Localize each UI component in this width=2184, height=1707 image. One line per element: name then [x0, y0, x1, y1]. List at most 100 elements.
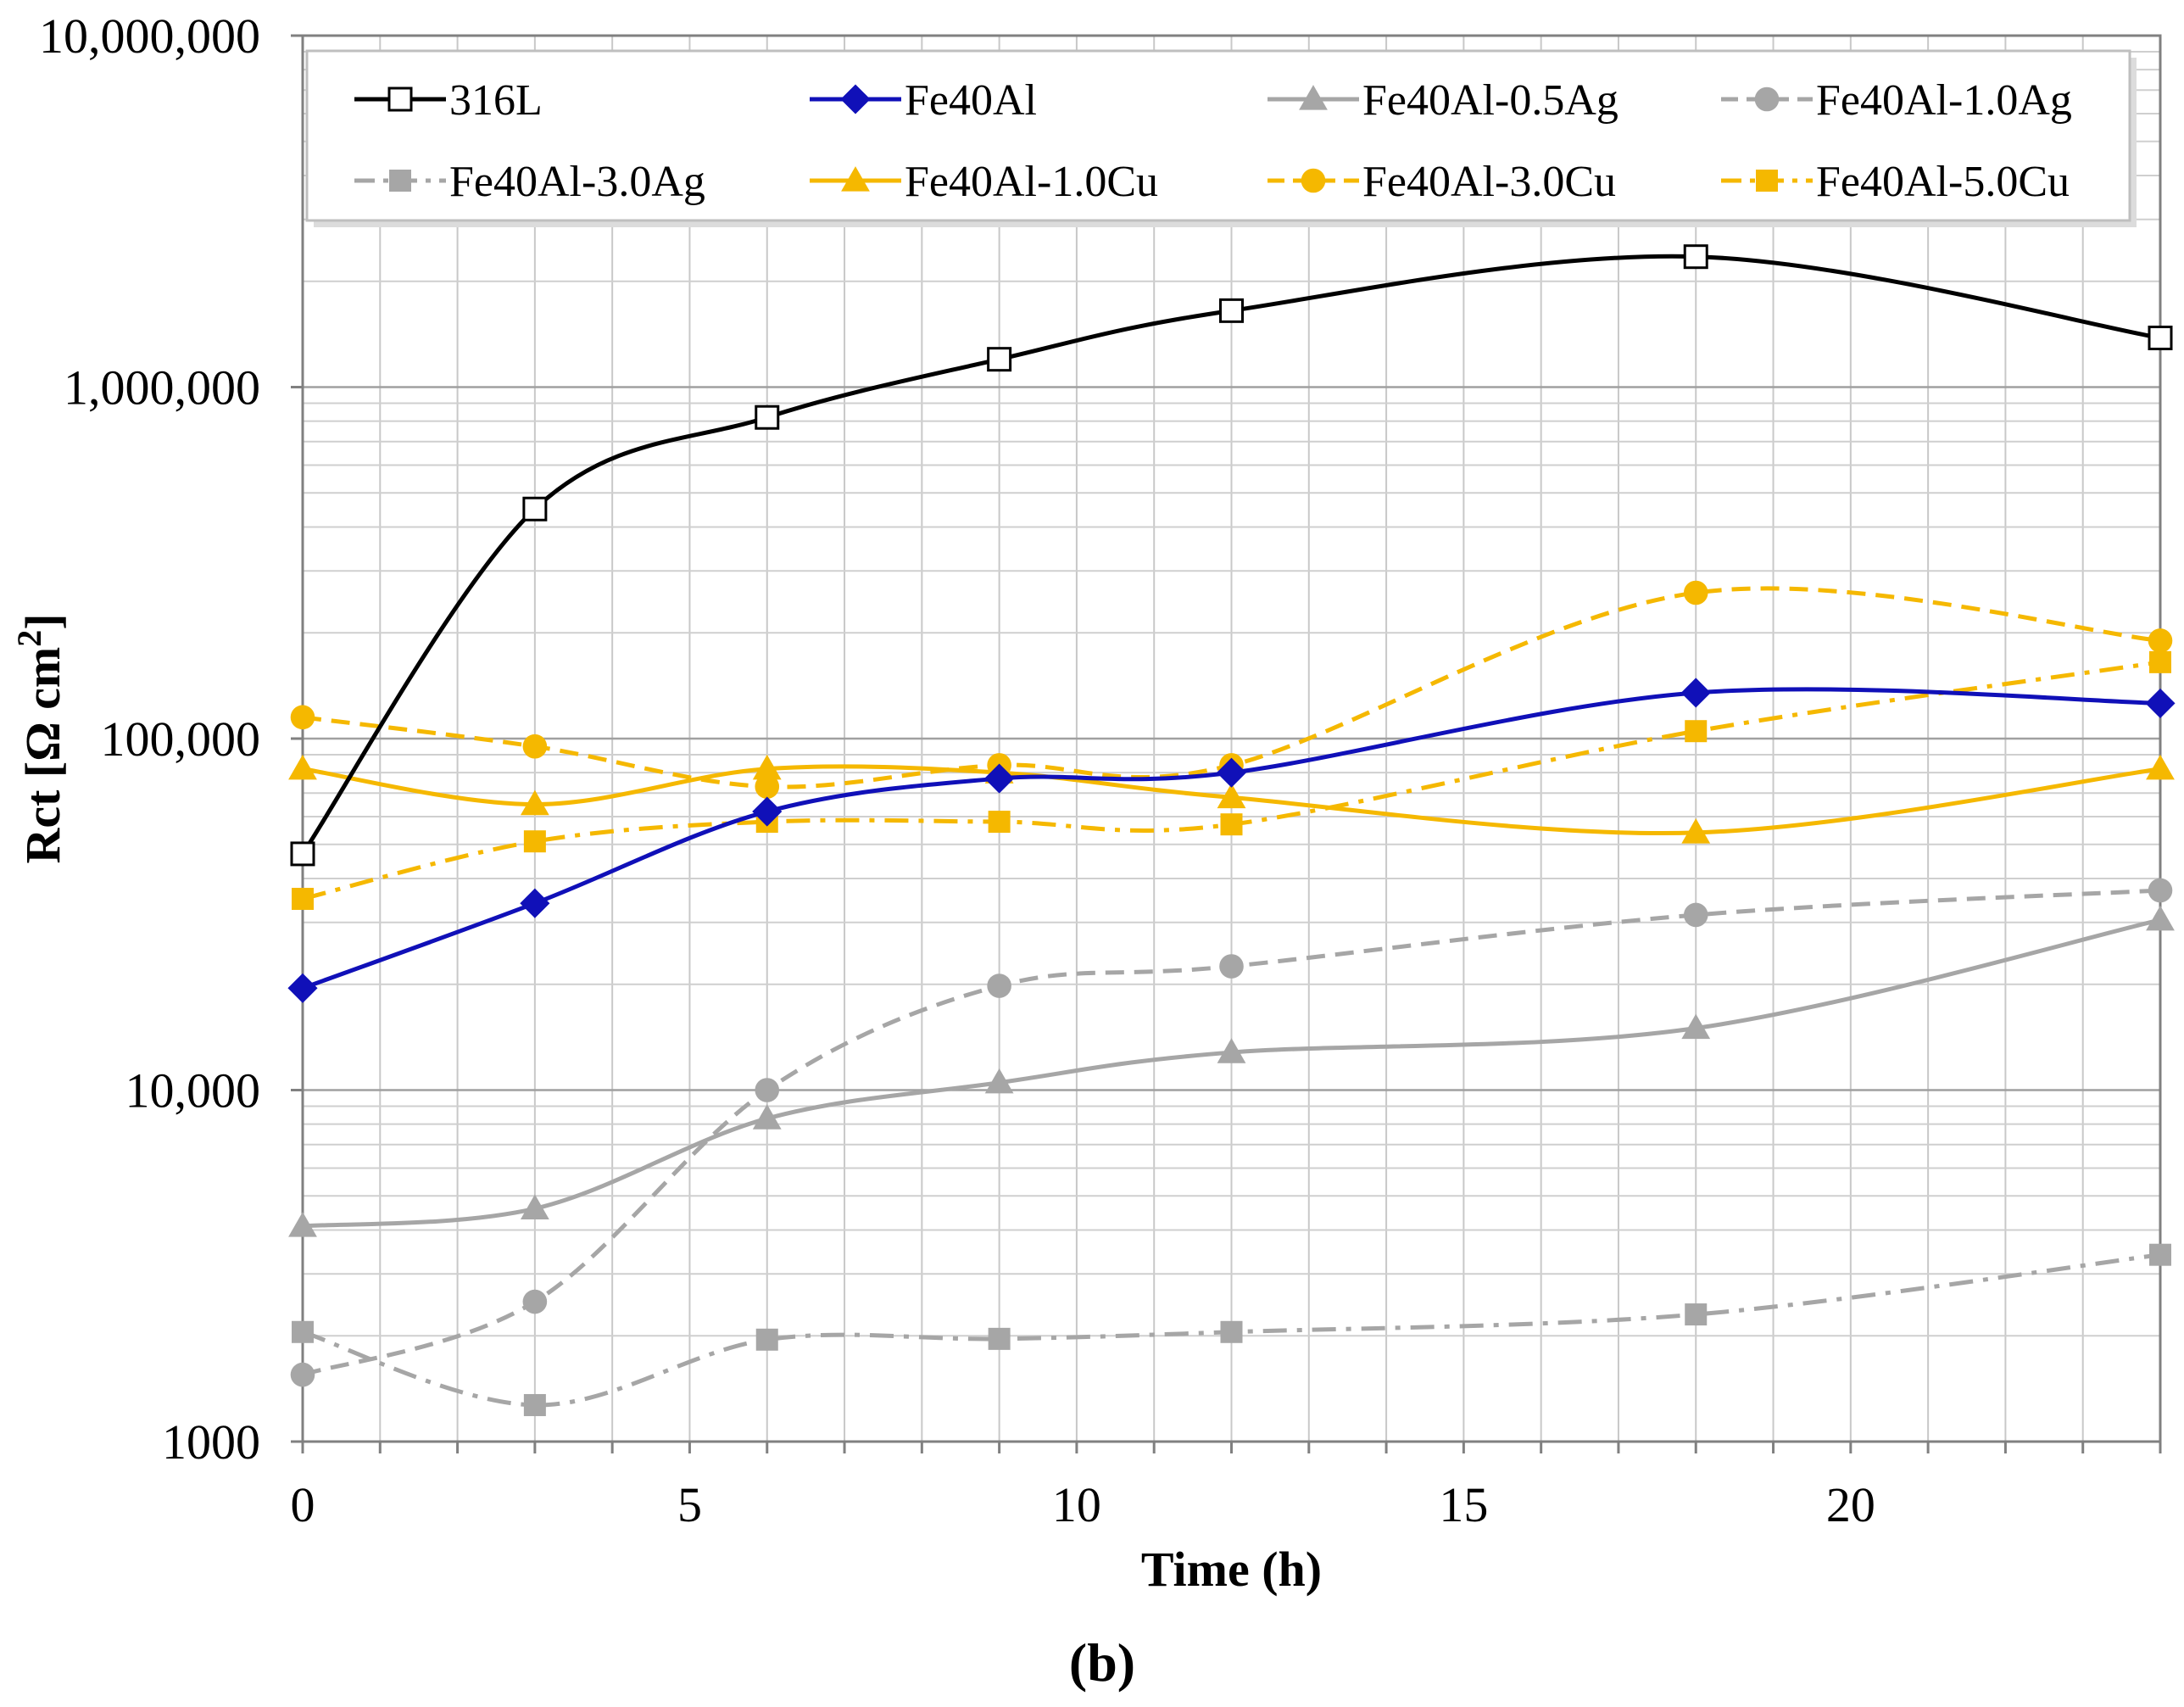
x-tick-label: 0: [291, 1477, 315, 1532]
data-point: [2149, 650, 2171, 673]
data-point: [755, 1078, 780, 1102]
data-point: [1681, 818, 1711, 844]
series-line: [302, 586, 2161, 789]
data-point: [520, 1194, 549, 1219]
data-point: [288, 1212, 317, 1237]
data-point: [755, 1328, 778, 1351]
legend-label: Fe40Al-0.5Ag: [1362, 76, 1618, 125]
legend-item: Fe40Al-1.0Ag: [1721, 76, 2072, 125]
series-line: [302, 660, 2161, 901]
data-point: [1299, 85, 1328, 110]
data-point: [2148, 878, 2173, 903]
data-point: [522, 1289, 548, 1314]
data-point: [987, 973, 1011, 998]
legend-item: Fe40Al-0.5Ag: [1268, 76, 1618, 125]
data-point: [1756, 170, 1778, 192]
figure-caption: (b): [1069, 1632, 1135, 1693]
x-axis-title: Time (h): [1141, 1542, 1322, 1597]
data-point: [2146, 754, 2175, 780]
data-point: [389, 170, 411, 192]
y-tick-label: 10,000,000: [39, 8, 260, 64]
data-point: [752, 1104, 782, 1130]
data-point: [988, 1327, 1011, 1350]
data-point: [1220, 813, 1243, 836]
data-point: [522, 496, 548, 522]
y-tick-label: 1,000,000: [64, 360, 260, 416]
data-point: [1219, 954, 1244, 979]
data-point: [520, 888, 550, 918]
series-line: [302, 888, 2161, 1377]
data-point: [2145, 688, 2176, 718]
data-point: [1301, 168, 1326, 193]
y-tick-label: 10,000: [125, 1063, 261, 1118]
data-point: [1683, 244, 1708, 270]
data-point: [987, 347, 1012, 372]
data-point: [387, 86, 413, 112]
data-point: [752, 754, 782, 780]
legend-label: Fe40Al-1.0Ag: [1816, 76, 2072, 125]
series-fe40al: [287, 678, 2176, 1003]
data-point: [755, 404, 780, 430]
data-point: [523, 1393, 546, 1416]
data-point: [755, 774, 780, 799]
data-point: [1754, 86, 1780, 112]
data-point: [292, 887, 314, 910]
legend-item: Fe40Al-3.0Ag: [354, 158, 705, 206]
data-point: [1220, 1320, 1243, 1343]
data-point: [523, 830, 546, 853]
data-point: [520, 789, 549, 816]
data-point: [1685, 720, 1708, 743]
data-point: [841, 166, 870, 192]
series-fe40al-1-0ag: [290, 878, 2173, 1387]
legend-label: Fe40Al-1.0Cu: [905, 158, 1158, 206]
legend-item: Fe40Al-1.0Cu: [810, 158, 1158, 206]
legend-box: [305, 49, 2131, 222]
data-point: [984, 1068, 1014, 1094]
legend-label: Fe40Al: [905, 76, 1037, 125]
data-point: [984, 763, 1015, 794]
x-tick-label: 5: [677, 1477, 702, 1532]
data-point: [287, 973, 318, 1003]
data-point: [1683, 580, 1708, 605]
data-point: [2148, 628, 2173, 653]
legend-item: Fe40Al: [810, 76, 1037, 125]
series-fe40al-3-0ag: [292, 1243, 2171, 1416]
data-point: [1685, 1303, 1708, 1326]
data-point: [290, 841, 315, 867]
legend-label: Fe40Al-3.0Cu: [1362, 158, 1616, 206]
data-point: [290, 1362, 315, 1387]
series-layer: [287, 244, 2176, 1416]
data-point: [522, 734, 548, 759]
data-point: [2149, 1243, 2171, 1266]
data-point: [988, 811, 1011, 834]
legend-item: 316L: [354, 76, 543, 125]
legend-item: Fe40Al-3.0Cu: [1268, 158, 1616, 206]
legend-label: 316L: [449, 76, 543, 125]
legend-label: Fe40Al-5.0Cu: [1816, 158, 2070, 206]
data-point: [1219, 298, 1244, 323]
y-tick-label: 1000: [162, 1414, 260, 1470]
x-tick-label: 15: [1439, 1477, 1488, 1532]
data-point: [1680, 678, 1711, 708]
data-point: [840, 84, 871, 114]
data-point: [292, 1320, 314, 1343]
data-point: [2146, 905, 2175, 931]
x-tick-label: 10: [1052, 1477, 1101, 1532]
legend: 316L Fe40Al Fe40Al-0.5Ag Fe40Al-1.0Ag Fe40Al…: [305, 49, 2137, 227]
data-point: [1216, 757, 1247, 788]
axis-ticks: 0 5 10 15 20 1000 10,000 100,000 1,000,000 10,000…: [39, 8, 2162, 1532]
series-fe40al-0-5ag: [288, 905, 2175, 1237]
data-point: [752, 796, 783, 827]
data-point: [288, 754, 317, 780]
data-point: [2148, 326, 2173, 351]
data-point: [1683, 902, 1708, 928]
data-point: [1217, 783, 1246, 809]
data-point: [290, 705, 315, 730]
data-point: [1681, 1013, 1711, 1040]
x-tick-label: 20: [1826, 1477, 1875, 1532]
series-line: [300, 254, 2161, 856]
legend-item: Fe40Al-5.0Cu: [1721, 158, 2070, 206]
series-line: [302, 918, 2161, 1229]
